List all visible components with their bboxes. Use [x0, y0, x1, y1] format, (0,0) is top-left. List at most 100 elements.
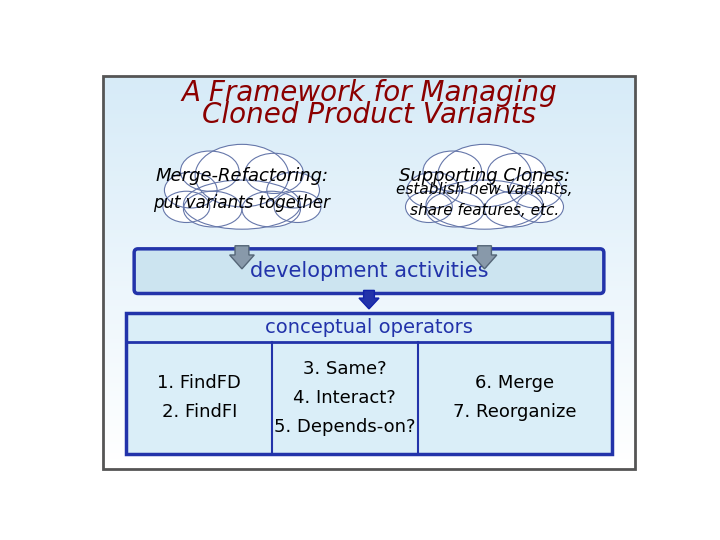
- Bar: [104, 135, 634, 137]
- Bar: [104, 230, 634, 232]
- Bar: [104, 106, 634, 108]
- Polygon shape: [230, 246, 254, 269]
- Bar: [104, 318, 634, 320]
- Bar: [104, 157, 634, 159]
- Bar: [104, 367, 634, 369]
- Bar: [104, 357, 634, 359]
- Bar: [104, 420, 634, 422]
- Text: Merge-Refactoring:: Merge-Refactoring:: [156, 167, 328, 185]
- Bar: [104, 426, 634, 428]
- Bar: [104, 131, 634, 133]
- Bar: [104, 253, 634, 255]
- Bar: [104, 206, 634, 208]
- Bar: [104, 422, 634, 424]
- Bar: [104, 255, 634, 257]
- Bar: [104, 443, 634, 446]
- Bar: [104, 363, 634, 365]
- Bar: [104, 434, 634, 436]
- Bar: [104, 159, 634, 161]
- Bar: [104, 147, 634, 149]
- Bar: [104, 291, 634, 292]
- Polygon shape: [472, 246, 497, 269]
- Bar: [104, 324, 634, 326]
- Bar: [104, 184, 634, 186]
- Bar: [104, 387, 634, 389]
- Ellipse shape: [426, 180, 543, 229]
- Bar: [104, 294, 634, 296]
- Bar: [104, 404, 634, 406]
- FancyBboxPatch shape: [134, 249, 604, 294]
- Ellipse shape: [407, 172, 459, 208]
- Bar: [104, 341, 634, 343]
- Bar: [104, 161, 634, 163]
- Ellipse shape: [184, 191, 242, 227]
- Bar: [104, 202, 634, 204]
- Bar: [104, 214, 634, 216]
- Ellipse shape: [181, 151, 239, 191]
- Bar: [104, 188, 634, 190]
- Text: 3. Same?
4. Interact?
5. Depends-on?: 3. Same? 4. Interact? 5. Depends-on?: [274, 360, 415, 436]
- Bar: [104, 399, 634, 400]
- Bar: [104, 396, 634, 399]
- Ellipse shape: [164, 172, 217, 208]
- Bar: [104, 432, 634, 434]
- Bar: [104, 122, 634, 124]
- Bar: [104, 208, 634, 210]
- Ellipse shape: [184, 180, 300, 229]
- Bar: [104, 416, 634, 418]
- Bar: [104, 227, 634, 230]
- Bar: [104, 320, 634, 322]
- Bar: [104, 226, 634, 227]
- Bar: [104, 190, 634, 192]
- Ellipse shape: [245, 153, 303, 193]
- Bar: [104, 383, 634, 384]
- Bar: [104, 249, 634, 251]
- Bar: [104, 298, 634, 300]
- Bar: [104, 141, 634, 143]
- Bar: [104, 112, 634, 113]
- Bar: [104, 292, 634, 294]
- Bar: [104, 198, 634, 200]
- Bar: [104, 465, 634, 467]
- Bar: [104, 449, 634, 451]
- Text: A Framework for Managing: A Framework for Managing: [181, 79, 557, 107]
- Bar: [104, 424, 634, 426]
- Bar: [104, 314, 634, 316]
- Text: establish new variants,
share features, etc.: establish new variants, share features, …: [396, 181, 572, 218]
- Bar: [104, 143, 634, 145]
- Bar: [104, 275, 634, 276]
- Bar: [104, 82, 634, 84]
- Bar: [104, 440, 634, 442]
- Bar: [104, 232, 634, 233]
- Bar: [104, 245, 634, 247]
- Bar: [104, 355, 634, 357]
- Bar: [104, 273, 634, 275]
- Bar: [104, 328, 634, 329]
- Bar: [104, 247, 634, 249]
- Bar: [104, 454, 634, 455]
- Bar: [104, 410, 634, 412]
- Bar: [104, 371, 634, 373]
- Bar: [104, 92, 634, 94]
- Bar: [104, 94, 634, 96]
- Bar: [104, 326, 634, 328]
- Ellipse shape: [242, 191, 300, 227]
- Bar: [104, 286, 634, 288]
- Bar: [104, 78, 634, 80]
- Text: conceptual operators: conceptual operators: [265, 318, 473, 337]
- Bar: [104, 377, 634, 379]
- Bar: [104, 177, 634, 178]
- Ellipse shape: [163, 191, 210, 222]
- Bar: [104, 359, 634, 361]
- Bar: [104, 257, 634, 259]
- Bar: [104, 343, 634, 346]
- Bar: [104, 381, 634, 383]
- Bar: [104, 437, 634, 440]
- Bar: [104, 180, 634, 183]
- Text: Supporting Clones:: Supporting Clones:: [399, 167, 570, 185]
- Text: put variants together: put variants together: [153, 194, 330, 212]
- Bar: [104, 88, 634, 90]
- Bar: [104, 133, 634, 135]
- Bar: [104, 340, 634, 341]
- Bar: [104, 279, 634, 281]
